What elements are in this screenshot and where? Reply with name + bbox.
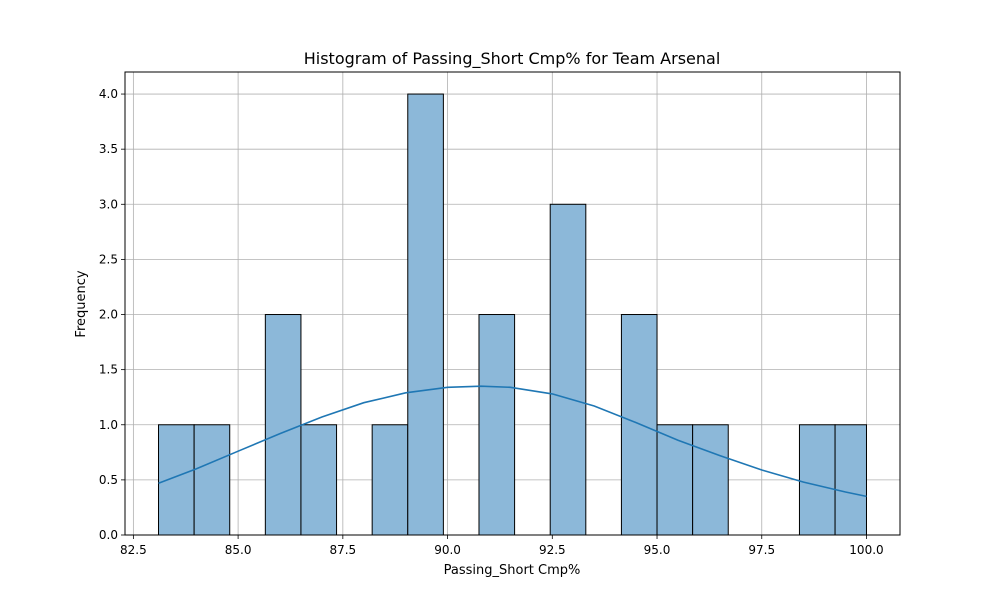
x-tick-label: 90.0 xyxy=(434,543,461,557)
y-axis-label: Frequency xyxy=(74,270,89,337)
histogram-bar xyxy=(264,314,302,536)
plot-frame xyxy=(124,71,901,536)
histogram-bar xyxy=(300,424,338,536)
y-tick-label: 3.5 xyxy=(99,142,118,156)
chart-title: Histogram of Passing_Short Cmp% for Team… xyxy=(304,49,721,69)
bars-layer xyxy=(158,93,867,536)
y-axis-ticks: 0.0 0.5 1.0 1.5 2.0 2.5 3.0 3.5 4.0 xyxy=(99,87,125,542)
histogram-bar xyxy=(549,203,587,536)
histogram-bar xyxy=(478,314,516,536)
histogram-bar xyxy=(158,424,195,536)
histogram-bar xyxy=(371,424,409,536)
x-tick-label: 82.5 xyxy=(120,543,147,557)
x-tick-label: 92.5 xyxy=(539,543,566,557)
y-tick-label: 3.0 xyxy=(99,197,118,211)
y-tick-label: 2.5 xyxy=(99,252,118,266)
x-tick-label: 97.5 xyxy=(748,543,775,557)
y-tick-label: 1.0 xyxy=(99,418,118,432)
y-tick-label: 1.5 xyxy=(99,363,118,377)
x-tick-label: 100.0 xyxy=(849,543,883,557)
kde-layer xyxy=(158,385,867,498)
histogram-bar xyxy=(656,424,694,536)
y-tick-label: 4.0 xyxy=(99,87,118,101)
x-axis-label: Passing_Short Cmp% xyxy=(444,563,581,578)
x-tick-label: 95.0 xyxy=(644,543,671,557)
y-tick-label: 0.5 xyxy=(99,473,118,487)
x-tick-label: 85.0 xyxy=(225,543,252,557)
histogram-bar xyxy=(407,93,444,536)
x-tick-label: 87.5 xyxy=(329,543,356,557)
kde-curve xyxy=(158,385,867,498)
histogram-bar xyxy=(834,424,867,536)
x-axis-ticks: 82.5 85.0 87.5 90.0 92.5 95.0 97.5 100.0 xyxy=(120,535,884,557)
y-tick-label: 0.0 xyxy=(99,528,118,542)
histogram-bar xyxy=(193,424,231,536)
histogram-bar xyxy=(798,424,836,536)
histogram-bar xyxy=(692,424,729,536)
y-tick-label: 2.0 xyxy=(99,308,118,322)
